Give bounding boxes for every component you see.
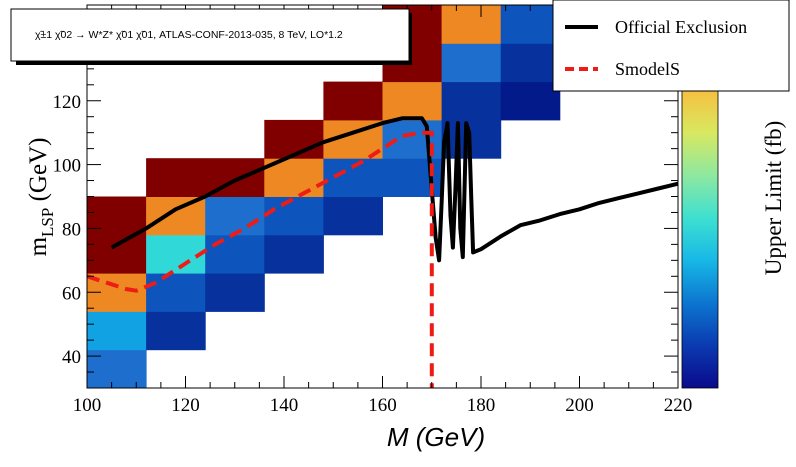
heatmap-cell	[87, 196, 147, 236]
heatmap-cell	[441, 5, 502, 44]
x-tick-label: 140	[270, 395, 299, 416]
y-axis-title-main: m	[25, 236, 52, 256]
chart-title: χ̃±1 χ̃02 → W*Z* χ̃01 χ̃01, ATLAS-CONF-2…	[35, 29, 343, 41]
smodels-line	[87, 130, 434, 388]
legend-label-official: Official Exclusion	[615, 17, 747, 37]
legend-label-smodels: SmodelS	[615, 59, 680, 79]
heatmap-cell	[323, 158, 383, 197]
heatmap-cell	[382, 81, 443, 121]
y-tick-label: 40	[62, 347, 81, 368]
y-tick-label: 100	[53, 156, 82, 177]
heatmap-cell	[146, 196, 206, 236]
official-exclusion-line	[110, 116, 678, 263]
heatmap-cell	[146, 311, 206, 351]
x-tick-label: 160	[368, 395, 397, 416]
legend: Official Exclusion SmodelS	[552, 0, 790, 92]
x-tick-label: 200	[565, 395, 594, 416]
heatmap-cell	[146, 234, 206, 274]
chart-title-box: χ̃±1 χ̃02 → W*Z* χ̃01 χ̃01, ATLAS-CONF-2…	[10, 8, 412, 65]
heatmap-cell	[205, 196, 265, 236]
heatmap-cell	[146, 158, 206, 197]
x-tick-label: 120	[171, 395, 200, 416]
heatmap-cell	[205, 234, 265, 274]
heatmap-cell	[500, 5, 561, 44]
heatmap-cell	[441, 81, 502, 121]
heatmap-cell	[87, 311, 147, 351]
heatmap-cell	[264, 196, 324, 236]
exclusion-curves	[87, 116, 678, 388]
x-tick-label: 220	[664, 395, 693, 416]
x-tick-label: 100	[73, 395, 102, 416]
heatmap-cell	[264, 234, 324, 274]
axis-tick-labels: 100 120 140 160 180 200 220 40 60 80 100 120	[53, 92, 693, 416]
y-axis-title: mLSP (GeV)	[25, 138, 57, 257]
heatmap-cell	[146, 273, 206, 312]
y-axis-title-unit: (GeV)	[25, 138, 52, 208]
heatmap-cell	[441, 43, 502, 83]
legend-box	[552, 0, 790, 92]
y-tick-label: 120	[53, 92, 82, 113]
x-axis-title: M (GeV)	[387, 422, 485, 452]
heatmap-cell	[87, 349, 147, 388]
heatmap-cell	[87, 234, 147, 274]
y-axis-title-subscript: LSP	[38, 208, 57, 237]
title-box	[10, 8, 410, 62]
heatmap-cell	[264, 119, 324, 159]
y-tick-label: 80	[62, 219, 81, 240]
heatmap-cell	[323, 196, 383, 236]
heatmap-cell	[500, 43, 561, 83]
x-tick-label: 180	[467, 395, 496, 416]
colorbar-title: Upper Limit (fb)	[761, 121, 786, 276]
heatmap-cell	[205, 273, 265, 312]
heatmap-cell	[323, 81, 383, 121]
heatmap-cell	[500, 81, 561, 121]
y-tick-label: 60	[62, 283, 81, 304]
